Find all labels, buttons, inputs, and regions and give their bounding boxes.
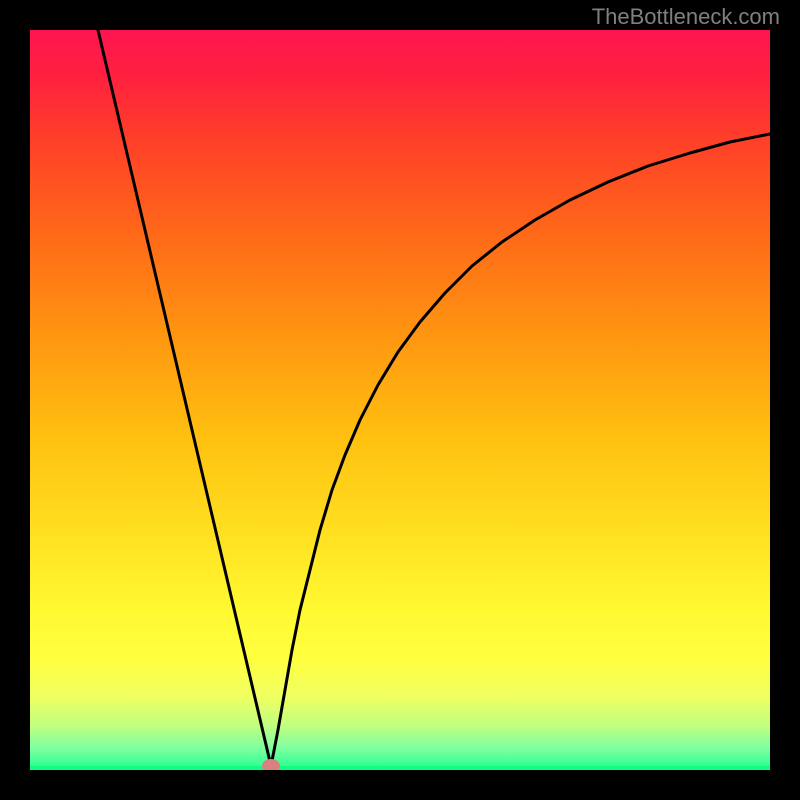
curve-right-branch <box>271 134 770 766</box>
minimum-marker <box>262 759 280 770</box>
chart-plot-area <box>30 30 770 770</box>
curve-left-branch <box>98 30 271 766</box>
chart-curve <box>30 30 770 770</box>
watermark-text: TheBottleneck.com <box>592 4 780 30</box>
